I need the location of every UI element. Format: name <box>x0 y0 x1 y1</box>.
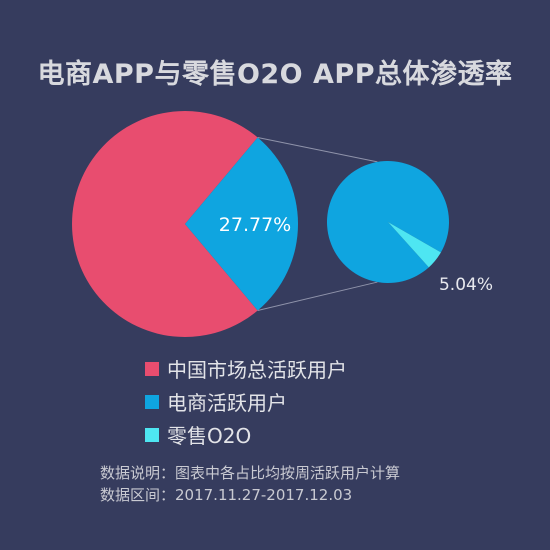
note-description: 数据说明：图表中各占比均按周活跃用户计算 <box>100 464 401 482</box>
legend-item-total-users[interactable]: 中国市场总活跃用户 <box>145 352 347 385</box>
legend-swatch <box>145 394 159 409</box>
legend-swatch <box>145 361 159 376</box>
data-label-retail-o2o: 5.04% <box>439 275 493 295</box>
connector-line-bottom <box>257 281 378 312</box>
note-date-range: 数据区间：2017.11.27-2017.12.03 <box>100 486 353 504</box>
sub-pie <box>326 161 449 284</box>
connector-line-top <box>257 136 378 163</box>
sub-slice-retail-o2o[interactable] <box>388 222 441 268</box>
legend-swatch <box>145 427 159 442</box>
legend-item-retail-o2o[interactable]: 零售O2O <box>145 418 347 451</box>
legend-label: 电商活跃用户 <box>167 391 287 415</box>
slice-ecommerce-users[interactable] <box>185 137 299 311</box>
data-label-ecommerce-users: 27.77% <box>219 214 291 236</box>
legend-item-ecommerce-users[interactable]: 电商活跃用户 <box>145 385 347 418</box>
sub-slice-ecommerce-users[interactable] <box>326 161 449 284</box>
chart-title: 电商APP与零售O2O APP总体渗透率 <box>37 59 513 90</box>
legend: 中国市场总活跃用户 电商活跃用户 零售O2O <box>145 352 347 451</box>
slice-total-users[interactable] <box>72 110 258 337</box>
legend-label: 零售O2O <box>167 424 252 448</box>
legend-label: 中国市场总活跃用户 <box>167 358 347 382</box>
data-labels: 27.77% 5.04% <box>219 214 493 295</box>
connector-lines <box>257 136 378 312</box>
data-notes: 数据说明：图表中各占比均按周活跃用户计算 数据区间：2017.11.27-201… <box>100 462 400 506</box>
main-pie <box>72 110 299 337</box>
